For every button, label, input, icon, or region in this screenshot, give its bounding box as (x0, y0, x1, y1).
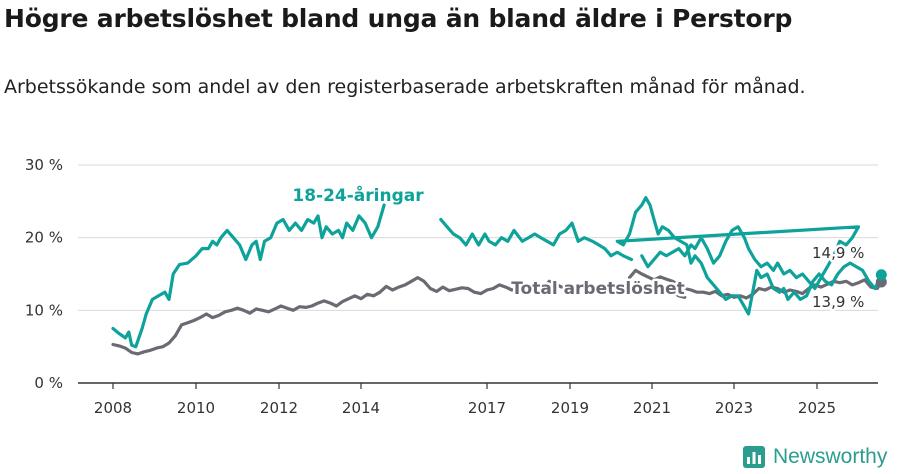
total-series-label: Total arbetslöshet (511, 279, 685, 299)
x-tick-label: 2008 (94, 399, 132, 417)
youth-series-label-halo: 18-24-åringar (292, 184, 424, 206)
chart-subtitle: Arbetssökande som andel av den registerb… (4, 76, 806, 98)
y-tick-label: 0 % (34, 374, 63, 392)
x-tick-label: 2025 (798, 399, 836, 417)
chart-bars-icon (743, 446, 765, 468)
youth-2-line (439, 217, 634, 262)
total-end-value: 13,9 % (812, 293, 864, 311)
total-1-line (111, 276, 564, 356)
x-tick-label: 2021 (633, 399, 671, 417)
y-tick-label: 10 % (25, 301, 63, 319)
youth-series-label: 18-24-åringar (292, 184, 424, 206)
youth-3-line (615, 196, 883, 316)
x-tick-label: 2017 (468, 399, 506, 417)
x-tick-label: 2012 (260, 399, 298, 417)
series-lines (111, 196, 887, 356)
y-tick-label: 30 % (25, 156, 63, 174)
newsworthy-logo[interactable]: Newsworthy (742, 440, 887, 474)
youth-1-line (111, 203, 386, 349)
y-tick-label: 20 % (25, 229, 63, 247)
youth-end-value-halo: 14,9 % (812, 244, 864, 262)
y-axis-ticks: 0 % 10 % 20 % 30 % (25, 156, 63, 392)
x-tick-label: 2010 (177, 399, 215, 417)
x-axis: 2008 2010 2012 2014 2017 2019 2021 2023 2025 (78, 382, 878, 417)
x-tick-label: 2014 (342, 399, 380, 417)
youth-end-value: 14,9 % (812, 244, 864, 262)
youth-end-dot (875, 269, 887, 281)
total-end-value-halo: 13,9 % (812, 293, 864, 311)
brand-name: Newsworthy (773, 445, 888, 468)
total-series-label-halo: Total arbetslöshet (511, 279, 685, 299)
chart-title: Högre arbetslöshet bland unga än bland ä… (4, 4, 793, 33)
total-3-line (627, 268, 883, 300)
x-tick-label: 2019 (551, 399, 589, 417)
total-2-line (670, 290, 687, 299)
x-tick-label: 2023 (715, 399, 753, 417)
